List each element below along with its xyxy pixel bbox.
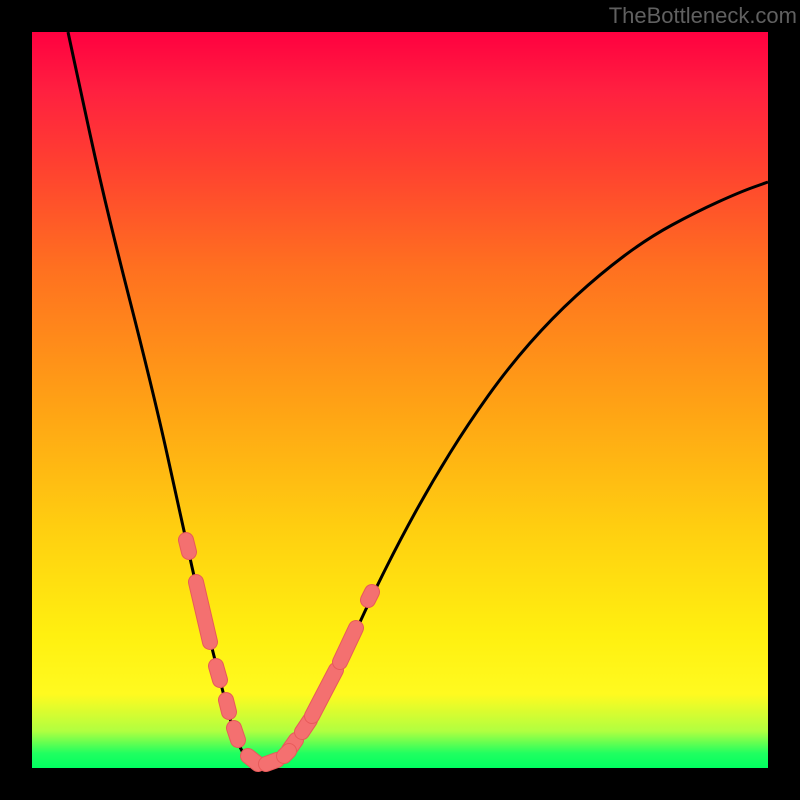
data-marker bbox=[196, 582, 210, 642]
bottleneck-curve bbox=[68, 32, 768, 766]
data-marker bbox=[368, 592, 372, 600]
data-marker bbox=[284, 751, 289, 756]
data-marker bbox=[226, 700, 229, 712]
data-marker bbox=[340, 628, 356, 662]
data-marker bbox=[216, 666, 220, 680]
data-marker bbox=[186, 540, 189, 552]
chart-svg bbox=[0, 0, 800, 800]
data-marker bbox=[248, 756, 258, 764]
data-marker bbox=[312, 670, 336, 716]
data-marker bbox=[266, 760, 277, 764]
chart-canvas: TheBottleneck.com bbox=[0, 0, 800, 800]
data-marker bbox=[234, 728, 238, 740]
